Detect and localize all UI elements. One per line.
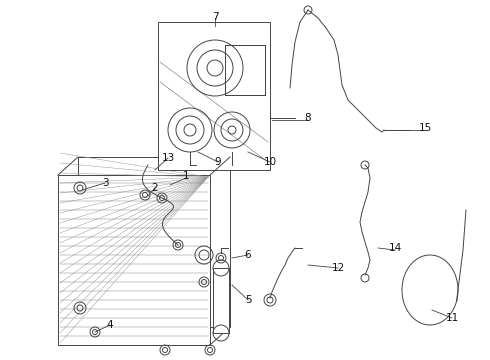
Text: 14: 14 xyxy=(389,243,402,253)
Text: 15: 15 xyxy=(418,123,432,133)
Text: 13: 13 xyxy=(161,153,174,163)
Text: 10: 10 xyxy=(264,157,276,167)
Text: 9: 9 xyxy=(215,157,221,167)
Text: 11: 11 xyxy=(445,313,459,323)
Text: 5: 5 xyxy=(245,295,251,305)
Text: 2: 2 xyxy=(152,183,158,193)
Text: 8: 8 xyxy=(305,113,311,123)
Text: 1: 1 xyxy=(183,171,189,181)
Text: 3: 3 xyxy=(102,178,108,188)
Bar xyxy=(225,45,265,95)
Text: 12: 12 xyxy=(331,263,344,273)
Bar xyxy=(78,157,230,327)
Bar xyxy=(213,268,229,333)
Bar xyxy=(158,22,270,170)
Text: 6: 6 xyxy=(245,250,251,260)
Text: 7: 7 xyxy=(212,12,219,22)
Text: 4: 4 xyxy=(107,320,113,330)
Bar xyxy=(58,175,210,345)
